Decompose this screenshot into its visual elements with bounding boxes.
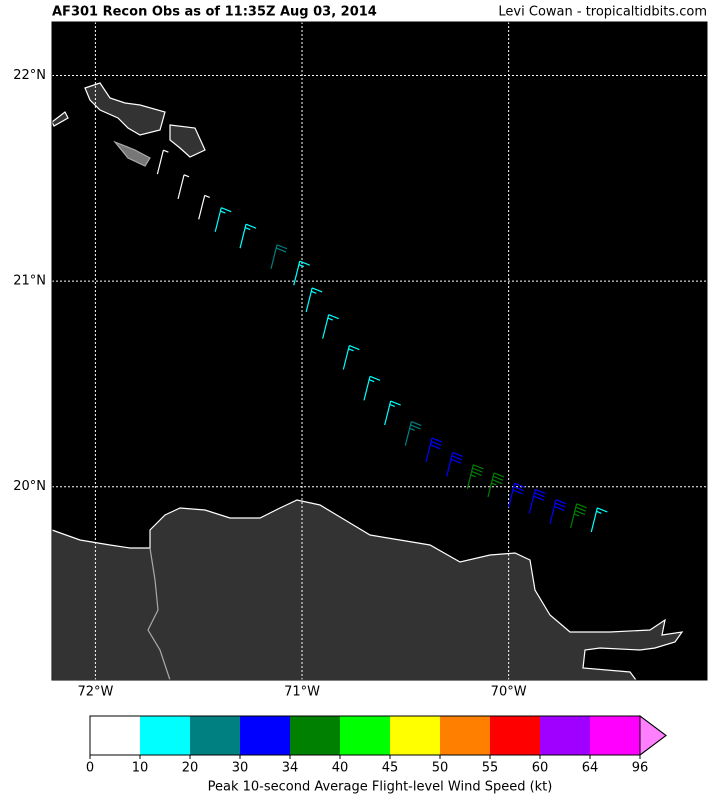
colorbar-segment [440, 716, 490, 755]
grid [52, 22, 707, 680]
barb-shape [270, 244, 288, 269]
border [147, 547, 171, 681]
hispaniola [51, 499, 684, 681]
barb-shape [487, 472, 505, 498]
colorbar-segment [490, 716, 540, 755]
wind-barb [590, 507, 608, 533]
colorbar-tick-label: 10 [132, 761, 149, 776]
map-frame [51, 21, 708, 681]
wind-barb [487, 472, 505, 498]
wind-barbs [156, 149, 608, 533]
colorbar-tick-label: 34 [282, 761, 299, 776]
barb-shape [198, 194, 210, 220]
barb-shape [549, 499, 567, 524]
wind-barb [466, 464, 484, 489]
wind-barb [363, 375, 381, 401]
colorbar: 0 10 20 30 34 40 45 50 55 60 64 96 [86, 715, 667, 776]
colorbar-segment [340, 716, 390, 755]
wind-barb [214, 207, 232, 232]
wind-barb [322, 314, 339, 339]
barb-shape [570, 503, 587, 528]
barb-shape [590, 507, 608, 533]
colorbar-segment [190, 716, 240, 755]
colorbar-segment [540, 716, 590, 755]
wind-barb [156, 149, 169, 175]
caicos [84, 82, 166, 136]
colorbar-tick-label: 45 [382, 761, 399, 776]
barb-shape [446, 451, 463, 477]
wind-barb [528, 488, 546, 514]
colorbar-tick-label: 64 [582, 761, 599, 776]
land [51, 82, 684, 681]
lon-label: 70°W [491, 685, 527, 700]
turks [169, 124, 206, 158]
wind-barb [293, 260, 310, 286]
barb-shape [404, 421, 422, 446]
wind-barb [549, 499, 567, 524]
colorbar-segment [90, 716, 140, 755]
barb-shape [363, 375, 381, 401]
barb-shape [322, 314, 339, 339]
wind-barb [384, 400, 401, 426]
lat-label: 21°N [13, 274, 46, 289]
barb-shape [239, 223, 257, 249]
colorbar-tick-label: 60 [532, 761, 549, 776]
title: AF301 Recon Obs as of 11:35Z Aug 03, 201… [52, 5, 377, 20]
lat-label: 20°N [13, 479, 46, 494]
colorbar-label: Peak 10-second Average Flight-level Wind… [208, 780, 553, 795]
wind-barb [305, 287, 323, 313]
barb-shape [156, 149, 169, 175]
colorbar-tick-label: 40 [332, 761, 349, 776]
barb-shape [384, 400, 401, 426]
colorbar-tick-label: 55 [482, 761, 499, 776]
lon-label: 71°W [284, 685, 320, 700]
barb-shape [425, 437, 443, 463]
barb-shape [214, 207, 232, 232]
colorbar-extension [639, 715, 667, 756]
barb-shape [528, 488, 546, 514]
lon-label: 72°W [77, 685, 113, 700]
colorbar-segment [590, 716, 640, 755]
colorbar-tick-label: 0 [86, 761, 94, 776]
wind-barb [198, 194, 210, 220]
barb-shape [342, 344, 360, 370]
wind-barb [239, 223, 257, 249]
wind-barb [342, 344, 360, 370]
colorbar-tick-label: 96 [632, 761, 649, 776]
barb-shape [466, 464, 484, 489]
colorbar-segment [290, 716, 340, 755]
wind-barb [270, 244, 288, 269]
colorbar-segment [240, 716, 290, 755]
wind-barb [446, 451, 463, 477]
colorbar-tick-label: 50 [432, 761, 449, 776]
barb-shape [293, 260, 310, 286]
wind-barb [425, 437, 443, 463]
colorbar-segment [390, 716, 440, 755]
wind-barb [508, 482, 525, 508]
colorbar-tick-label: 30 [232, 761, 249, 776]
lat-label: 22°N [13, 68, 46, 83]
colorbar-segment [140, 716, 190, 755]
colorbar-outline [89, 715, 667, 756]
barb-shape [508, 482, 525, 508]
credit: Levi Cowan - tropicaltidbits.com [498, 5, 707, 20]
barb-shape [177, 174, 190, 199]
barb-shape [305, 287, 323, 313]
wind-barb [570, 503, 587, 528]
bank [113, 140, 151, 167]
colorbar-tick-label: 20 [182, 761, 199, 776]
islet [51, 111, 69, 127]
wind-barb [177, 174, 190, 199]
wind-barb [404, 421, 422, 446]
